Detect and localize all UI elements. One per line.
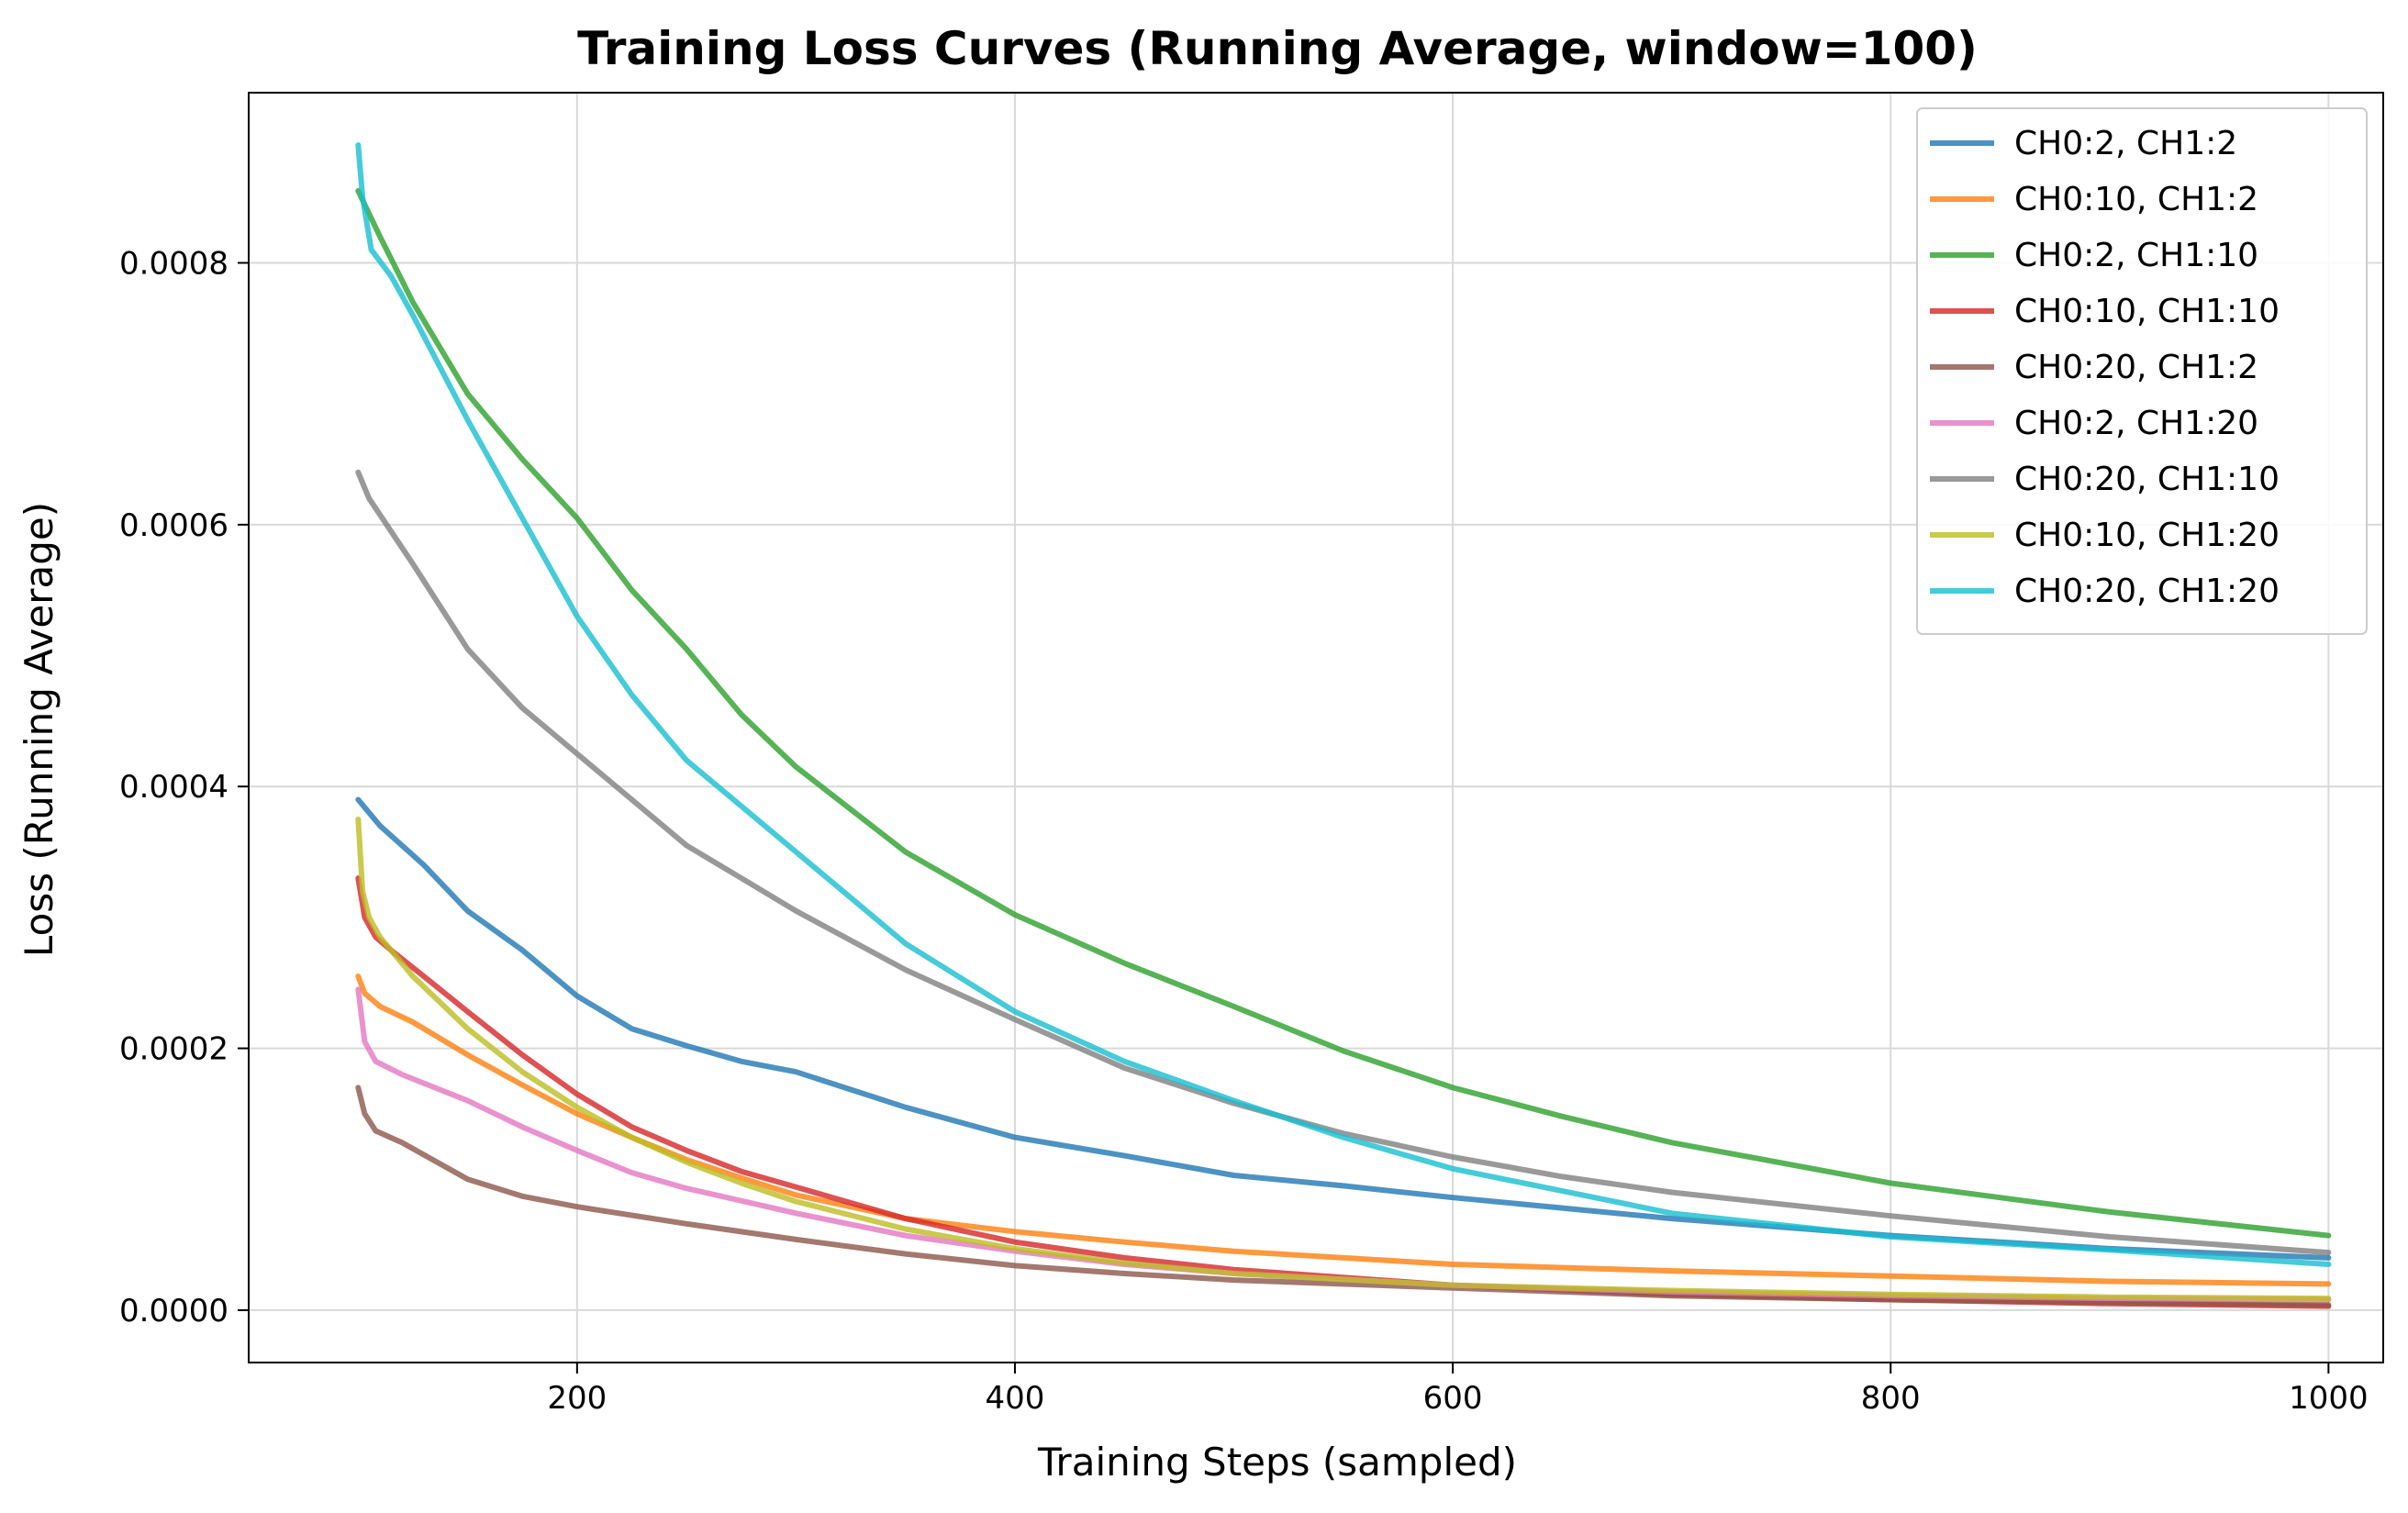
legend-label: CH0:2, CH1:20 [2014, 405, 2258, 442]
legend-label: CH0:10, CH1:20 [2014, 517, 2280, 554]
y-tick-label: 0.0000 [119, 1293, 229, 1329]
legend-label: CH0:20, CH1:2 [2014, 349, 2258, 386]
series-line-7 [355, 469, 2332, 1256]
plot-frame [248, 92, 2384, 1363]
x-axis-label: Training Steps (sampled) [1037, 1440, 1517, 1485]
legend-label: CH0:10, CH1:2 [2014, 181, 2258, 218]
legend-label: CH0:2, CH1:10 [2014, 237, 2258, 274]
series-line-9 [355, 142, 2332, 1267]
series-lines [355, 142, 2332, 1309]
axis-ticks: 200 400 600 800 1000 0.0000 0.0002 0.0004 0.0006… [119, 245, 2369, 1417]
series-line-8 [355, 816, 2332, 1302]
legend-label: CH0:2, CH1:2 [2014, 125, 2237, 162]
legend: CH0:2, CH1:2 CH0:10, CH1:2 CH0:2, CH1:10 CH… [1916, 107, 2368, 635]
legend-label: CH0:20, CH1:10 [2014, 461, 2280, 498]
x-tick-label: 200 [547, 1380, 607, 1417]
y-tick-label: 0.0006 [119, 507, 229, 544]
legend-label: CH0:20, CH1:20 [2014, 573, 2280, 610]
x-tick-label: 400 [986, 1380, 1045, 1417]
series-line-2 [355, 973, 2332, 1287]
y-tick-label: 0.0008 [119, 245, 229, 282]
x-tick-label: 800 [1861, 1380, 1921, 1417]
series-line-3 [355, 188, 2332, 1239]
y-tick-label: 0.0002 [119, 1031, 229, 1068]
legend-label: CH0:10, CH1:10 [2014, 293, 2280, 330]
x-tick-label: 1000 [2289, 1380, 2369, 1417]
y-axis-label: Loss (Running Average) [17, 502, 61, 957]
y-tick-label: 0.0004 [119, 769, 229, 806]
series-line-1 [355, 796, 2332, 1261]
legend-box [1916, 107, 2368, 635]
x-tick-label: 600 [1423, 1380, 1483, 1417]
chart-title: Training Loss Curves (Running Average, w… [577, 22, 1978, 75]
series-line-5 [355, 1085, 2332, 1308]
